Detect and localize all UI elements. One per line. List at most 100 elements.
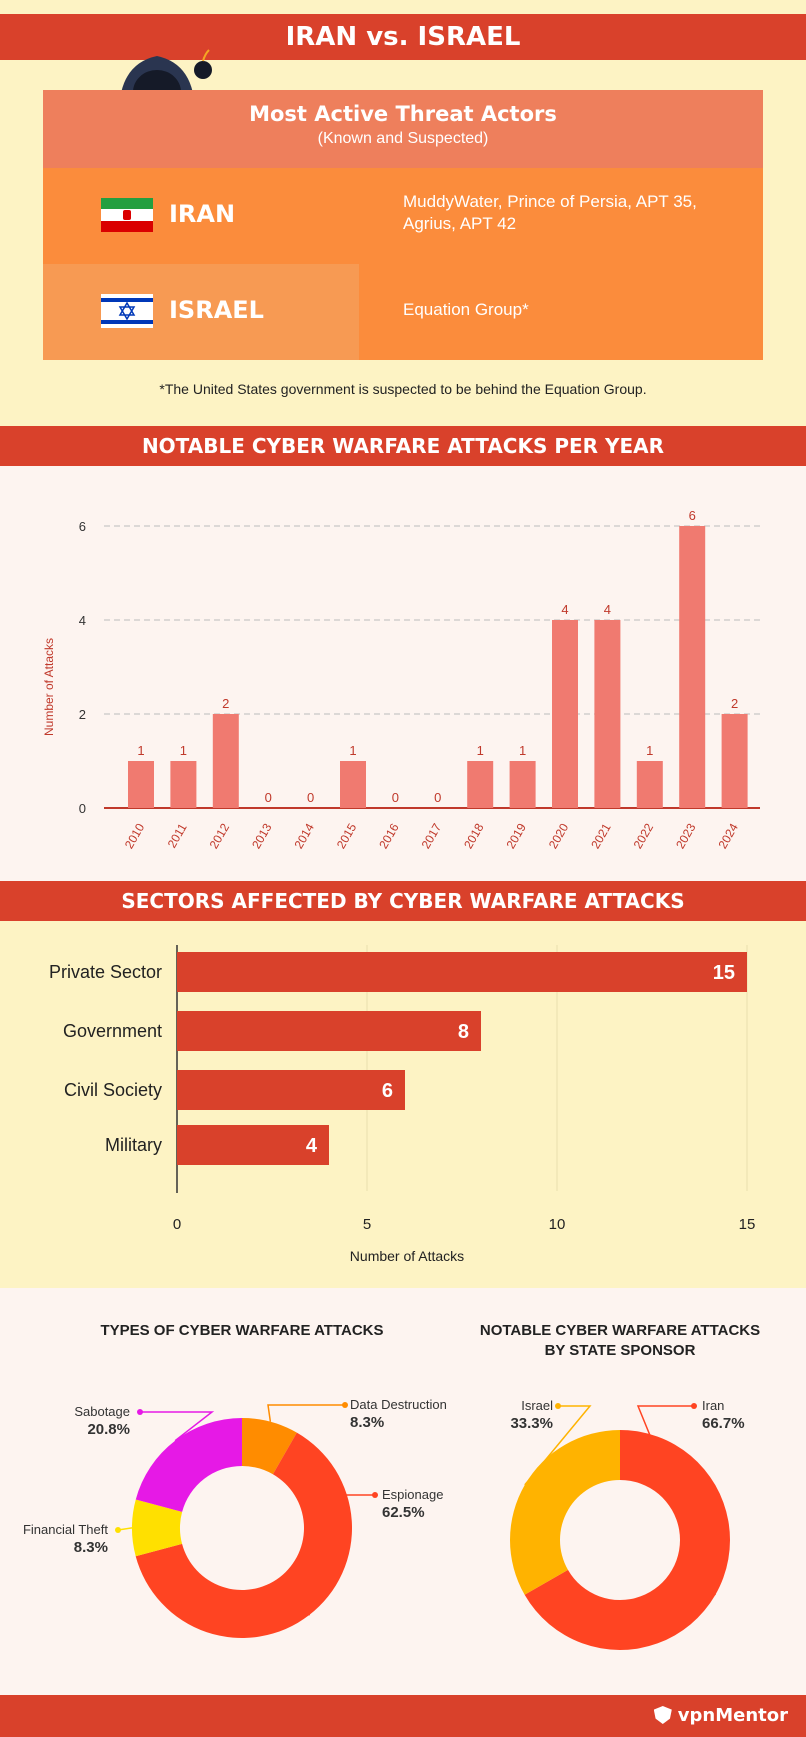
country-label-israel: ISRAEL (169, 296, 264, 324)
data-label-2013: 0 (265, 790, 272, 805)
section-title-sectors: SECTORS AFFECTED BY CYBER WARFARE ATTACK… (0, 881, 806, 921)
leader-espionage (308, 1494, 375, 1616)
label-israel: Israel (521, 1398, 553, 1413)
xtick-2013: 2013 (249, 821, 275, 851)
data-label-2012: 2 (222, 696, 229, 711)
pie-charts: TYPES OF CYBER WARFARE ATTACKS Data Destr… (23, 1322, 760, 1650)
xtick-2012: 2012 (207, 821, 233, 851)
data-label-2014: 0 (307, 790, 314, 805)
label-espionage: Espionage (382, 1487, 443, 1502)
threat-row-israel: ISRAEL Equation Group* (43, 264, 763, 360)
bar-private-sector (177, 952, 747, 992)
leader-dot-espionage (372, 1492, 378, 1498)
slice-sabotage (135, 1418, 242, 1512)
data-label-civil-society: 6 (382, 1080, 393, 1102)
xtick-2021: 2021 (588, 821, 614, 851)
threat-actors-title: Most Active Threat Actors (249, 102, 557, 126)
ytick-0: 0 (79, 801, 86, 816)
value-financial-theft: 8.3% (74, 1539, 108, 1556)
bar-2020 (552, 620, 578, 808)
data-label-military: 4 (306, 1135, 318, 1157)
sectors-bar-chart: 0 5 10 15 Number of Attacks 15 Private Sector 8… (49, 945, 755, 1264)
leader-iran (636, 1405, 716, 1596)
ytick-4: 4 (79, 613, 86, 628)
x-axis-label: Number of Attacks (350, 1248, 464, 1264)
threat-row-iran: IRAN MuddyWater, Prince of Persia, APT 3… (43, 168, 763, 264)
xtick-2017: 2017 (419, 821, 445, 851)
slice-financial-theft (131, 1499, 183, 1557)
data-label-2019: 1 (519, 743, 526, 758)
leader-dot-data-destruction (342, 1402, 348, 1408)
bar-2012 (212, 714, 239, 808)
label-financial-theft: Financial Theft (23, 1522, 108, 1537)
leader-sabotage (140, 1411, 215, 1442)
data-label-2010: 1 (137, 743, 144, 758)
slice-espionage (135, 1432, 352, 1638)
threat-actors-card: Most Active Threat Actors (Known and Sus… (43, 90, 763, 360)
bar-civil-society (177, 1070, 405, 1110)
leader-dot-sabotage (137, 1409, 143, 1415)
label-data-destruction: Data Destruction (350, 1397, 447, 1412)
section-title-per-year: NOTABLE CYBER WARFARE ATTACKS PER YEAR (0, 426, 806, 466)
xtick-2019: 2019 (503, 821, 529, 851)
leader-dot-iran (691, 1403, 697, 1409)
bar-2022 (636, 761, 663, 808)
value-israel: 33.3% (510, 1415, 553, 1432)
data-label-2017: 0 (434, 790, 441, 805)
xtick-5: 5 (363, 1216, 371, 1233)
bar-2018 (467, 761, 494, 808)
data-label-2020: 4 (561, 602, 568, 617)
bar-2023 (679, 526, 706, 808)
threat-actors-subtitle: (Known and Suspected) (317, 130, 489, 147)
footer-brand: vpnMentor (653, 1705, 788, 1726)
value-sabotage: 20.8% (87, 1421, 130, 1438)
xtick-2018: 2018 (461, 821, 487, 851)
label-sabotage: Sabotage (74, 1404, 130, 1419)
xtick-2020: 2020 (546, 821, 572, 851)
xtick-2010: 2010 (122, 821, 148, 851)
threat-actors-header: Most Active Threat Actors (Known and Sus… (43, 90, 763, 168)
xtick-2016: 2016 (376, 821, 402, 851)
iran-flag-icon (101, 198, 153, 232)
data-label-government: 8 (458, 1021, 469, 1043)
xtick-2015: 2015 (334, 821, 360, 851)
category-civil-society: Civil Society (64, 1080, 162, 1100)
actors-israel-line1: Equation Group* (403, 300, 529, 319)
leader-dot-financial-theft (115, 1527, 121, 1533)
data-label-2016: 0 (392, 790, 399, 805)
bar-government (177, 1011, 481, 1051)
slice-israel (509, 1430, 620, 1595)
actors-iran-line2: Agrius, APT 42 (403, 214, 517, 233)
xtick-2011: 2011 (165, 821, 190, 851)
ytick-2: 2 (79, 707, 86, 722)
pie-title-sponsor-line1: NOTABLE CYBER WARFARE ATTACKS (480, 1322, 760, 1339)
pie-charts-area: TYPES OF CYBER WARFARE ATTACKS Data Destr… (0, 1288, 806, 1695)
per-year-chart-area: 0 2 4 6 Number of Attacks 1 2010 1 2011 2 2012 0 201… (0, 466, 806, 881)
category-government: Government (63, 1021, 162, 1041)
leader-israel (524, 1405, 592, 1486)
xtick-2022: 2022 (631, 821, 657, 851)
ytick-6: 6 (79, 519, 86, 534)
bar-2021 (594, 620, 621, 808)
category-private-sector: Private Sector (49, 962, 162, 982)
data-label-2021: 4 (604, 602, 611, 617)
slice-iran (524, 1430, 730, 1650)
vpnmentor-logo-icon (653, 1706, 672, 1724)
bar-2024 (721, 714, 748, 808)
xtick-10: 10 (549, 1216, 566, 1233)
leader-data-destruction (267, 1404, 345, 1422)
value-espionage: 62.5% (382, 1504, 425, 1521)
xtick-2014: 2014 (291, 821, 317, 851)
xtick-2024: 2024 (715, 821, 741, 851)
footer: vpnMentor (0, 1695, 806, 1737)
pie-title-types: TYPES OF CYBER WARFARE ATTACKS (100, 1322, 383, 1339)
slice-data-destruction (242, 1418, 297, 1475)
data-label-2023: 6 (689, 508, 696, 523)
label-iran: Iran (702, 1398, 724, 1413)
category-military: Military (105, 1135, 162, 1155)
israel-flag-icon (101, 294, 153, 328)
bar-2015 (340, 761, 366, 808)
pie-title-sponsor-line2: BY STATE SPONSOR (545, 1342, 696, 1359)
bar-2011 (170, 761, 197, 808)
